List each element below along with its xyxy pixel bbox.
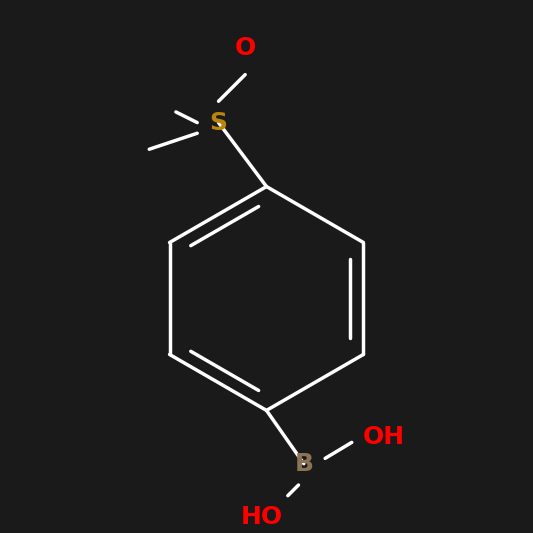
Text: HO: HO	[240, 505, 282, 529]
Text: B: B	[294, 451, 313, 476]
Text: S: S	[209, 110, 228, 135]
Text: O: O	[235, 36, 256, 60]
Text: OH: OH	[362, 425, 405, 449]
